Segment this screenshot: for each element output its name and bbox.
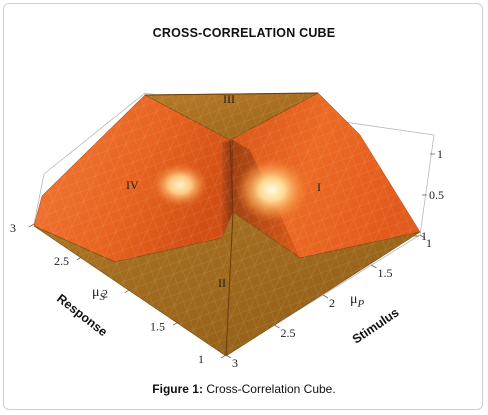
region-label-II: II xyxy=(218,276,226,290)
response-ticks: 3 2.5 2 1.5 1 xyxy=(10,221,227,366)
stimulus-tick-mark xyxy=(419,234,426,239)
stimulus-tick-label: 2 xyxy=(329,296,335,310)
peak-glow-left xyxy=(152,163,208,207)
region-label-III: III xyxy=(223,92,235,106)
cube-surface xyxy=(33,92,421,357)
stimulus-symbol: μP xyxy=(350,292,365,310)
figure-caption: Figure 1: Cross-Correlation Cube. xyxy=(0,382,488,396)
peak-glow-right xyxy=(236,158,308,222)
response-tick-label: 3 xyxy=(10,221,16,235)
chart-title: CROSS-CORRELATION CUBE xyxy=(152,26,336,40)
response-tick-mark xyxy=(76,256,83,261)
region-label-I: I xyxy=(317,180,321,194)
z-tick-label: 0.5 xyxy=(429,188,444,202)
stimulus-tick-mark xyxy=(274,324,280,329)
stimulus-ticks: 1 1.5 2 2.5 3 xyxy=(225,234,432,370)
stimulus-tick-mark xyxy=(322,294,329,299)
caption-text: Cross-Correlation Cube. xyxy=(206,382,336,396)
response-tick-label: 1.5 xyxy=(150,319,165,333)
stimulus-tick-label: 1 xyxy=(426,236,432,250)
response-tick-label: 1 xyxy=(198,352,204,366)
stimulus-tick-mark xyxy=(225,354,232,359)
stimulus-axis-label: Stimulus xyxy=(350,305,402,346)
response-tick-label: 2 xyxy=(102,287,108,301)
stimulus-tick-label: 1.5 xyxy=(378,266,393,280)
stimulus-tick-label: 3 xyxy=(232,356,238,370)
stimulus-tick-label: 2.5 xyxy=(281,326,296,340)
response-symbol: μS xyxy=(92,285,106,303)
response-tick-mark xyxy=(172,321,179,326)
response-tick-label: 2.5 xyxy=(54,254,69,268)
z-ticks: 10.51 xyxy=(414,147,444,243)
response-tick-mark xyxy=(124,289,131,293)
response-tick-mark xyxy=(28,223,35,228)
z-tick-label: 1 xyxy=(437,147,443,161)
response-tick-mark xyxy=(220,354,227,359)
caption-label: Figure 1: xyxy=(152,382,203,396)
region-label-IV: IV xyxy=(126,178,139,192)
stimulus-tick-mark xyxy=(371,264,377,269)
z-tick-label: 1 xyxy=(421,229,427,243)
